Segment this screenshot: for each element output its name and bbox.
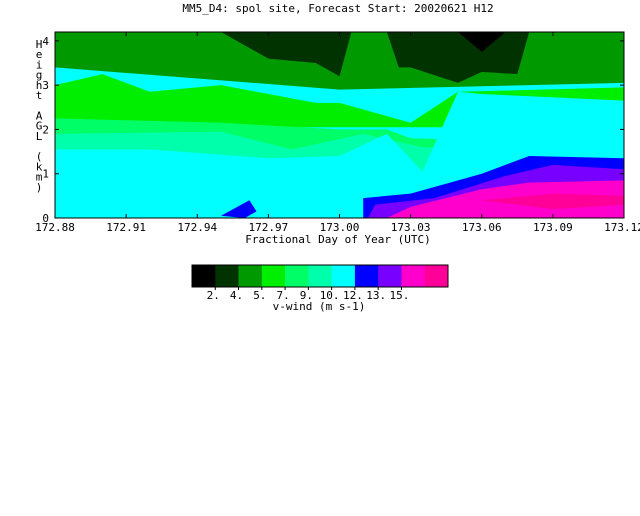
y-label-char: k — [36, 160, 43, 173]
y-tick-label: 3 — [42, 79, 49, 92]
y-label-char: ) — [36, 181, 43, 194]
colorbar-swatch — [401, 265, 426, 287]
colorbar-tick-label: 12. — [343, 289, 363, 302]
colorbar-tick-label: 2. — [207, 289, 220, 302]
colorbar-tick-label: 5. — [253, 289, 266, 302]
colorbar-tick-label: 15. — [390, 289, 410, 302]
y-label-char: H — [36, 38, 43, 51]
colorbar-swatch — [331, 265, 356, 287]
x-tick-label: 172.88 — [35, 221, 75, 234]
y-label-char: i — [36, 58, 43, 71]
y-tick-label: 2 — [42, 123, 49, 136]
y-tick-label: 0 — [42, 212, 49, 225]
contour-region — [221, 32, 352, 77]
colorbar-tick-label: 10. — [320, 289, 340, 302]
colorbar-swatch — [308, 265, 333, 287]
x-tick-label: 172.97 — [249, 221, 289, 234]
y-label-char: e — [36, 48, 43, 61]
colorbar-swatch — [215, 265, 240, 287]
colorbar-frame — [191, 264, 449, 288]
x-tick-label: 172.91 — [106, 221, 146, 234]
colorbar: 2. 4. 5. 7. 9. 10. 12. 13. 15. — [191, 264, 449, 302]
x-tick-label: 173.00 — [320, 221, 360, 234]
y-label-char: m — [36, 171, 43, 184]
y-label-char: L — [36, 130, 43, 143]
x-tick-label: 173.06 — [462, 221, 502, 234]
colorbar-swatch — [354, 265, 379, 287]
contour-region — [386, 32, 530, 83]
axes: 172.88 172.91 172.94 172.97 173.00 173.03 173.… — [35, 31, 640, 234]
colorbar-tick-label: 13. — [366, 289, 386, 302]
colorbar-swatch — [285, 265, 309, 287]
colorbar-swatch — [424, 265, 449, 287]
y-label-char: A — [36, 109, 43, 122]
y-label-char: G — [36, 120, 43, 133]
x-axis-label: Fractional Day of Year (UTC) — [245, 233, 430, 246]
colorbar-tick-label: 9. — [300, 289, 313, 302]
contour-region — [221, 200, 257, 218]
colorbar-swatch — [378, 265, 402, 287]
colorbar-tick-label: 7. — [276, 289, 289, 302]
y-tick-label: 4 — [42, 35, 49, 48]
x-tick-label: 173.09 — [533, 221, 573, 234]
colorbar-swatch — [192, 265, 216, 287]
colorbar-swatch — [238, 265, 263, 287]
contour-region — [481, 193, 624, 210]
colorbar-swatch — [261, 265, 286, 287]
x-tick-label: 173.12 — [604, 221, 640, 234]
plot-area — [55, 32, 624, 218]
colorbar-label: v-wind (m s-1) — [273, 300, 366, 313]
y-label-char: g — [36, 69, 43, 82]
y-label-char: h — [36, 79, 43, 92]
y-tick-label: 1 — [42, 168, 49, 181]
chart-title: MM5_D4: spol site, Forecast Start: 20020… — [182, 2, 493, 15]
y-label-char: t — [36, 89, 43, 102]
x-tick-label: 173.03 — [391, 221, 431, 234]
colorbar-tick-label: 4. — [230, 289, 243, 302]
contour-region — [458, 32, 506, 52]
y-label-char: ( — [36, 150, 43, 163]
x-tick-label: 172.94 — [177, 221, 217, 234]
